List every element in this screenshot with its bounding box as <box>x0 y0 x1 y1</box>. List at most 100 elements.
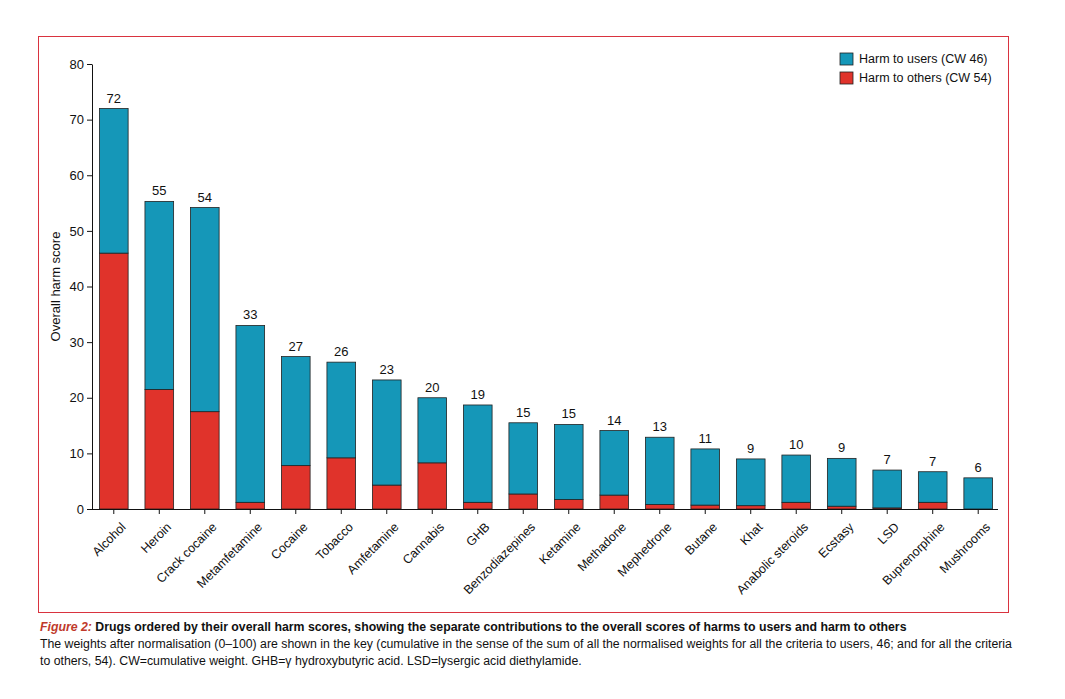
y-axis-title: Overall harm score <box>48 232 63 342</box>
figure-label: Figure 2: <box>40 620 92 634</box>
total-label: 7 <box>929 454 936 469</box>
y-tick: 30 <box>70 335 92 350</box>
x-tick: Benzodiazepines <box>461 509 538 597</box>
bar-segment <box>281 466 310 509</box>
legend-swatch <box>840 53 853 65</box>
x-tick-mark <box>341 509 342 514</box>
bar-segment <box>554 500 583 509</box>
x-tick-label: Buprenorphine <box>880 520 948 588</box>
x-tick-mark <box>295 509 296 514</box>
x-tick-label: Alcohol <box>90 520 129 559</box>
y-tick-label: 40 <box>70 279 84 294</box>
total-label: 9 <box>838 440 845 455</box>
x-tick: GHB <box>464 509 493 549</box>
y-tick-mark <box>87 287 92 288</box>
x-tick: Cocaine <box>268 509 310 562</box>
legend-label: Harm to users (CW 46) <box>859 52 988 66</box>
legend-item: Harm to users (CW 46) <box>840 52 988 66</box>
y-tick-mark <box>87 120 92 121</box>
bar-segment <box>782 455 811 502</box>
total-label: 26 <box>334 344 348 359</box>
x-tick-mark <box>568 509 569 514</box>
x-tick: Tobacco <box>313 509 356 563</box>
total-label: 23 <box>380 362 394 377</box>
x-tick: Khat <box>738 509 766 548</box>
bar-segment <box>873 470 902 508</box>
x-tick: Alcohol <box>90 509 129 559</box>
x-tick-mark <box>705 509 706 514</box>
legend-swatch <box>840 72 853 84</box>
x-tick-label: Amfetamine <box>345 520 402 577</box>
x-tick-label: GHB <box>464 520 493 549</box>
y-tick: 80 <box>70 57 92 72</box>
x-tick: Metamfetamine <box>194 509 265 591</box>
bar-segment <box>281 357 310 466</box>
y-tick-label: 0 <box>77 502 84 517</box>
x-tick-mark <box>614 509 615 514</box>
y-tick-mark <box>87 64 92 65</box>
x-tick-mark <box>841 509 842 514</box>
total-label: 15 <box>516 405 530 420</box>
legend-label: Harm to others (CW 54) <box>859 71 992 85</box>
y-tick-label: 80 <box>70 57 84 72</box>
y-tick: 40 <box>70 279 92 294</box>
bar-segment <box>418 398 447 463</box>
x-tick: Mushrooms <box>937 509 993 576</box>
total-label: 55 <box>152 183 166 198</box>
y-tick: 10 <box>70 446 92 461</box>
y-tick-label: 30 <box>70 335 84 350</box>
x-tick-label: Ketamine <box>536 520 583 567</box>
bar-segment <box>463 405 492 502</box>
y-tick-mark <box>87 509 92 510</box>
spacer <box>92 620 95 634</box>
y-tick-mark <box>87 453 92 454</box>
x-tick: Anabolic steroids <box>734 509 811 597</box>
bar-segment <box>827 458 856 506</box>
bar-segment <box>327 458 356 509</box>
bar-segment <box>99 253 128 509</box>
y-axis: 01020304050607080 <box>70 57 93 517</box>
x-tick-label: Anabolic steroids <box>734 520 811 597</box>
x-tick-mark <box>523 509 524 514</box>
total-label: 6 <box>975 460 982 475</box>
y-tick-mark <box>87 175 92 176</box>
x-tick-label: Benzodiazepines <box>461 520 538 597</box>
total-label: 54 <box>198 190 212 205</box>
caption-title-line: Figure 2: Drugs ordered by their overall… <box>40 619 1015 636</box>
bar-segment <box>600 495 629 509</box>
caption: Figure 2: Drugs ordered by their overall… <box>40 619 1015 670</box>
x-tick-label: Heroin <box>138 520 174 556</box>
x-tick-mark <box>932 509 933 514</box>
title: Drugs ordered by their overall harm scor… <box>95 620 906 634</box>
bar-segment <box>509 494 538 509</box>
x-tick-mark <box>250 509 251 514</box>
x-tick-mark <box>978 509 979 514</box>
bar-segment <box>918 502 947 509</box>
bar-segment <box>463 502 492 509</box>
y-tick-label: 50 <box>70 224 84 239</box>
y-tick: 60 <box>70 168 92 183</box>
x-tick: Ecstasy <box>816 509 857 561</box>
x-tick: Amfetamine <box>345 509 402 577</box>
bar-segment <box>372 485 401 509</box>
x-tick: Cannabis <box>400 509 447 567</box>
y-tick-mark <box>87 342 92 343</box>
x-tick-mark <box>887 509 888 514</box>
bar-segment <box>236 502 265 509</box>
x-tick-label: Ecstasy <box>816 519 857 560</box>
x-tick-mark <box>659 509 660 514</box>
bar-segment <box>190 208 219 412</box>
total-label: 15 <box>562 406 576 421</box>
bar-segment <box>645 437 674 504</box>
bar-segment <box>600 431 629 496</box>
x-tick: Ketamine <box>536 509 583 567</box>
total-label: 13 <box>653 419 667 434</box>
legend: Harm to users (CW 46) Harm to others (CW … <box>840 52 992 85</box>
x-axis: AlcoholHeroinCrack cocaineMetamfetamineC… <box>90 509 998 597</box>
bar-segment <box>691 505 720 509</box>
bar-segment <box>372 380 401 485</box>
total-label: 10 <box>789 437 803 452</box>
y-tick-label: 20 <box>70 390 84 405</box>
figure-frame <box>39 37 1009 613</box>
bar-segment <box>236 325 265 502</box>
